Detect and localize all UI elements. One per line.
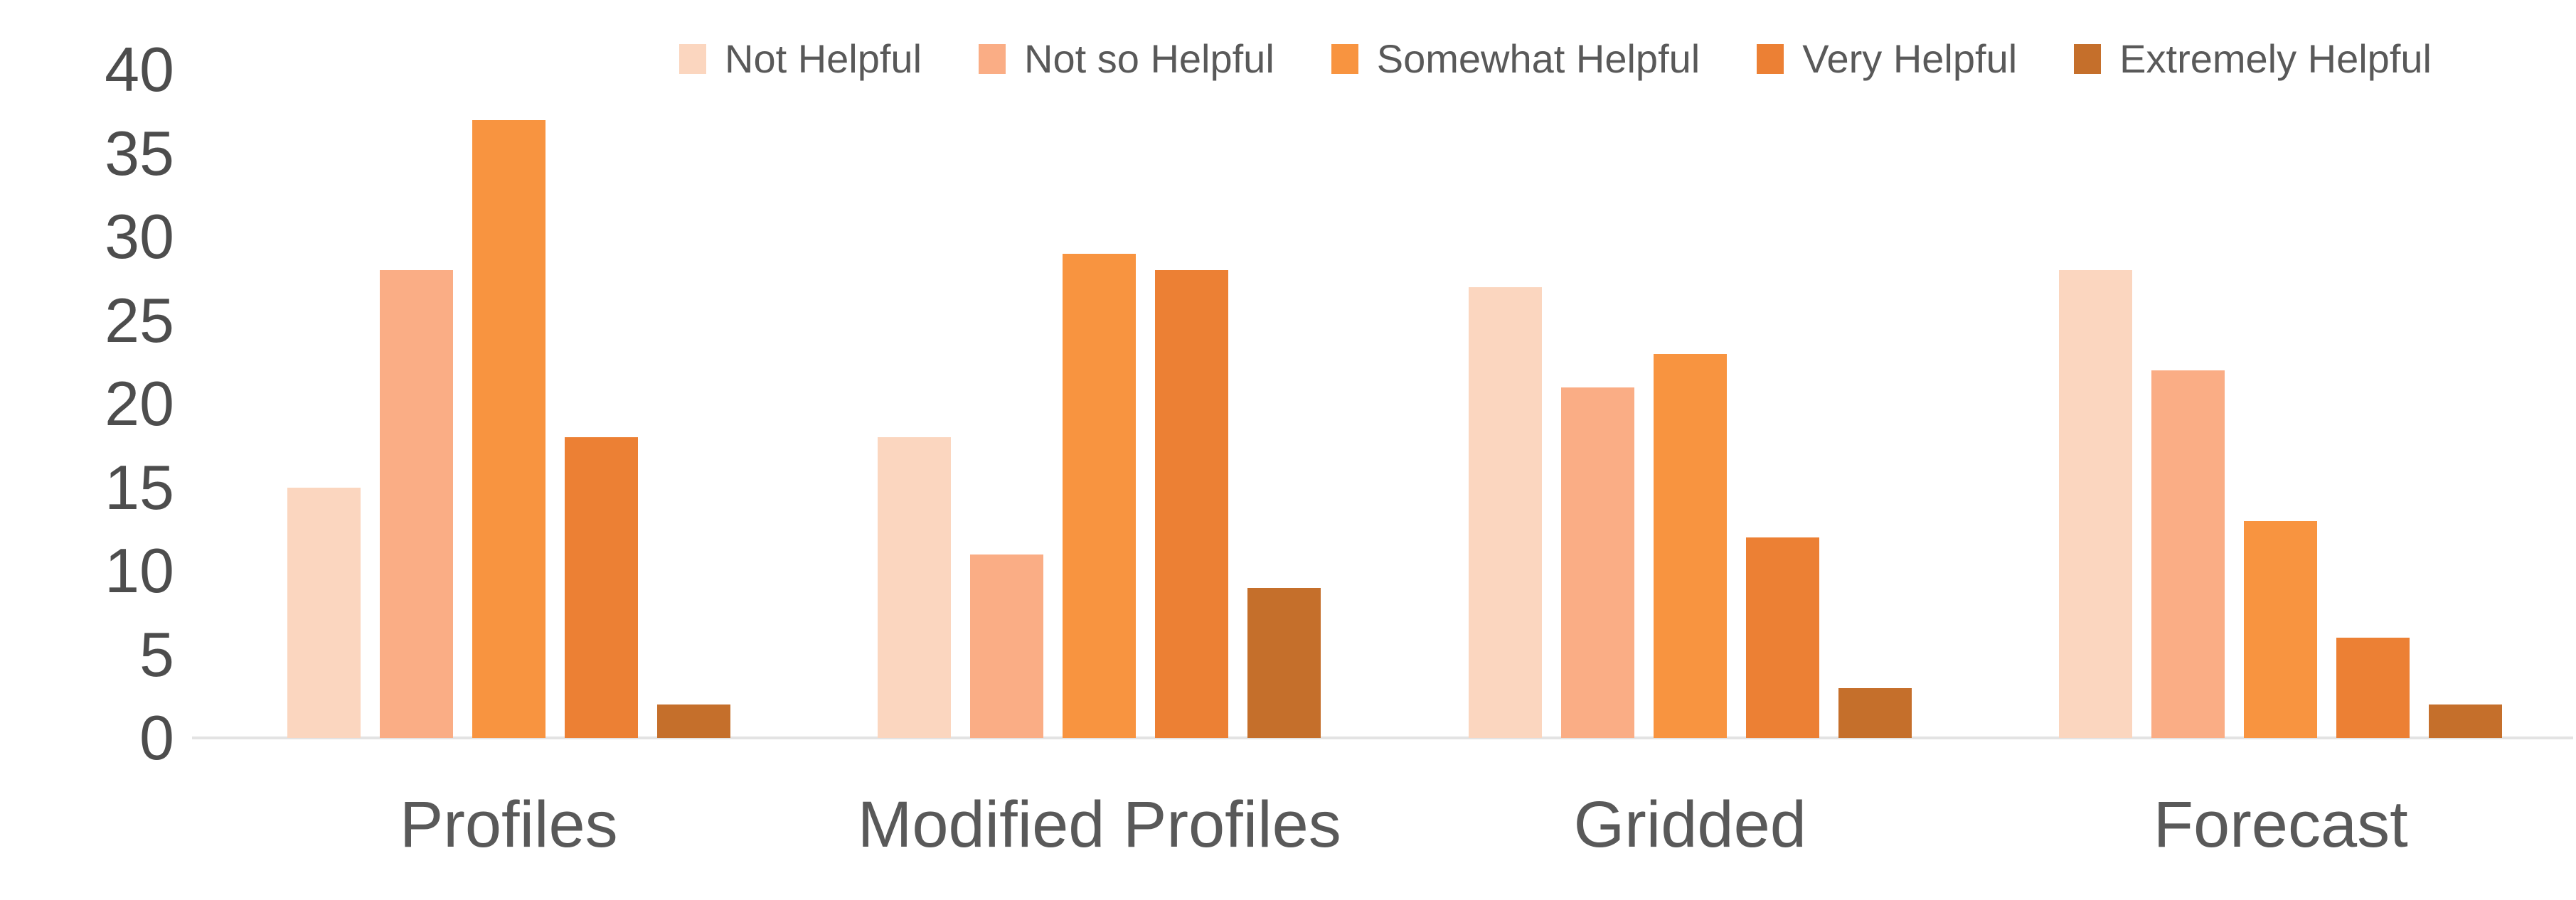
legend-swatch-icon bbox=[679, 44, 706, 74]
legend-label: Somewhat Helpful bbox=[1376, 36, 1701, 81]
legend-item-3: Very Helpful bbox=[1757, 39, 2017, 79]
bar-extremely-helpful bbox=[1247, 587, 1321, 738]
x-axis-line bbox=[192, 736, 2573, 739]
legend-swatch-icon bbox=[1757, 44, 1784, 74]
bar-not-helpful bbox=[1468, 286, 1542, 738]
bar-groups bbox=[213, 70, 2576, 738]
legend-swatch-icon bbox=[1331, 44, 1358, 74]
bar-extremely-helpful bbox=[1838, 687, 1912, 738]
bar-somewhat-helpful bbox=[1653, 353, 1727, 738]
y-tick-label: 40 bbox=[105, 34, 174, 105]
legend-swatch-icon bbox=[2074, 44, 2102, 74]
bar-not-helpful bbox=[287, 487, 361, 738]
bar-extremely-helpful bbox=[656, 705, 730, 738]
y-tick-label: 35 bbox=[105, 117, 174, 188]
bar-group-gridded bbox=[1395, 70, 1986, 738]
bar-extremely-helpful bbox=[2429, 705, 2503, 738]
y-tick-label: 0 bbox=[139, 702, 174, 773]
bar-not-helpful bbox=[2059, 270, 2133, 738]
legend-item-1: Not so Helpful bbox=[979, 39, 1274, 79]
bar-not-so-helpful bbox=[970, 554, 1044, 738]
bar-group-forecast bbox=[1986, 70, 2576, 738]
y-tick-label: 15 bbox=[105, 451, 174, 523]
bar-group-modified-profiles bbox=[804, 70, 1395, 738]
y-tick-label: 30 bbox=[105, 201, 174, 272]
legend-label: Extremely Helpful bbox=[2119, 36, 2432, 81]
legend-item-2: Somewhat Helpful bbox=[1331, 39, 1700, 79]
bar-group-profiles bbox=[213, 70, 804, 738]
bar-not-so-helpful bbox=[1560, 387, 1634, 738]
bar-somewhat-helpful bbox=[472, 119, 545, 738]
bar-very-helpful bbox=[1155, 270, 1229, 738]
category-label: Forecast bbox=[2153, 788, 2408, 861]
bar-very-helpful bbox=[2336, 638, 2410, 738]
legend-swatch-icon bbox=[979, 44, 1006, 74]
y-tick-label: 5 bbox=[139, 618, 174, 690]
bar-very-helpful bbox=[1745, 537, 1819, 738]
legend-item-4: Extremely Helpful bbox=[2074, 39, 2432, 79]
x-axis-category-labels: Profiles Modified Profiles Gridded Forecast bbox=[213, 782, 2576, 867]
y-tick-label: 20 bbox=[105, 368, 174, 439]
legend-label: Very Helpful bbox=[1802, 36, 2018, 81]
bar-not-so-helpful bbox=[379, 270, 453, 738]
legend-label: Not Helpful bbox=[725, 36, 922, 81]
y-tick-label: 25 bbox=[105, 284, 174, 355]
bar-very-helpful bbox=[564, 437, 638, 738]
y-tick-label: 10 bbox=[105, 535, 174, 606]
category-label: Profiles bbox=[399, 788, 618, 861]
legend-item-0: Not Helpful bbox=[679, 39, 922, 79]
category-label: Gridded bbox=[1573, 788, 1806, 861]
bar-somewhat-helpful bbox=[1063, 253, 1137, 738]
legend-label: Not so Helpful bbox=[1024, 36, 1274, 81]
bar-not-helpful bbox=[878, 437, 952, 738]
bar-somewhat-helpful bbox=[2244, 520, 2318, 738]
chart-legend: Not Helpful Not so Helpful Somewhat Helpfu… bbox=[679, 34, 2432, 84]
category-label: Modified Profiles bbox=[857, 788, 1341, 861]
bar-not-so-helpful bbox=[2151, 370, 2225, 738]
